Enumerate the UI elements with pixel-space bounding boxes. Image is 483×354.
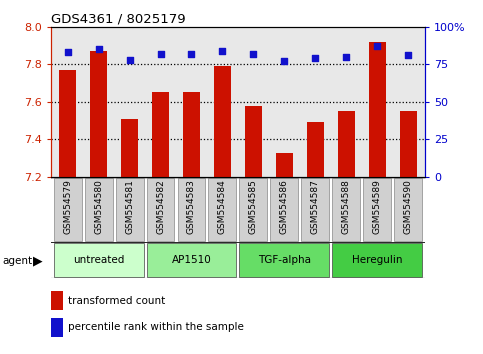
Text: GSM554579: GSM554579 — [63, 179, 72, 234]
Point — [95, 46, 102, 52]
Point — [312, 55, 319, 61]
FancyBboxPatch shape — [147, 243, 236, 277]
Point — [373, 43, 381, 49]
Point — [64, 49, 71, 55]
Point — [156, 51, 164, 56]
Text: percentile rank within the sample: percentile rank within the sample — [68, 322, 243, 332]
Bar — [276, 153, 293, 354]
Text: GSM554583: GSM554583 — [187, 179, 196, 234]
FancyBboxPatch shape — [240, 243, 329, 277]
Bar — [245, 105, 262, 354]
Text: GSM554590: GSM554590 — [403, 179, 412, 234]
FancyBboxPatch shape — [54, 243, 143, 277]
Bar — [59, 70, 76, 354]
Text: Heregulin: Heregulin — [352, 255, 402, 265]
FancyBboxPatch shape — [209, 178, 236, 241]
FancyBboxPatch shape — [332, 178, 360, 241]
Text: GSM554586: GSM554586 — [280, 179, 289, 234]
Text: GSM554589: GSM554589 — [372, 179, 382, 234]
Bar — [152, 92, 169, 354]
Point — [187, 51, 195, 56]
FancyBboxPatch shape — [85, 178, 113, 241]
Text: GSM554585: GSM554585 — [249, 179, 258, 234]
Bar — [214, 66, 231, 354]
Text: transformed count: transformed count — [68, 296, 165, 306]
FancyBboxPatch shape — [147, 178, 174, 241]
Text: AP1510: AP1510 — [171, 255, 212, 265]
Text: GSM554587: GSM554587 — [311, 179, 320, 234]
Text: GSM554580: GSM554580 — [94, 179, 103, 234]
Point — [404, 52, 412, 58]
Bar — [121, 119, 138, 354]
Bar — [338, 111, 355, 354]
Point — [126, 57, 133, 62]
Bar — [399, 111, 416, 354]
Point — [281, 58, 288, 64]
Text: GSM554588: GSM554588 — [341, 179, 351, 234]
Point — [250, 51, 257, 56]
Bar — [183, 92, 200, 354]
FancyBboxPatch shape — [363, 178, 391, 241]
FancyBboxPatch shape — [178, 178, 205, 241]
FancyBboxPatch shape — [54, 178, 82, 241]
FancyBboxPatch shape — [394, 178, 422, 241]
Point — [342, 54, 350, 59]
FancyBboxPatch shape — [301, 178, 329, 241]
FancyBboxPatch shape — [332, 243, 422, 277]
FancyBboxPatch shape — [240, 178, 267, 241]
FancyBboxPatch shape — [116, 178, 143, 241]
Text: ▶: ▶ — [33, 255, 43, 268]
Point — [218, 48, 226, 53]
Bar — [90, 51, 107, 354]
Text: TGF-alpha: TGF-alpha — [258, 255, 311, 265]
Bar — [307, 122, 324, 354]
Text: untreated: untreated — [73, 255, 124, 265]
Text: GSM554581: GSM554581 — [125, 179, 134, 234]
Bar — [369, 42, 385, 354]
Text: GSM554584: GSM554584 — [218, 179, 227, 234]
Text: GDS4361 / 8025179: GDS4361 / 8025179 — [51, 12, 185, 25]
Text: agent: agent — [2, 256, 32, 266]
FancyBboxPatch shape — [270, 178, 298, 241]
Text: GSM554582: GSM554582 — [156, 179, 165, 234]
